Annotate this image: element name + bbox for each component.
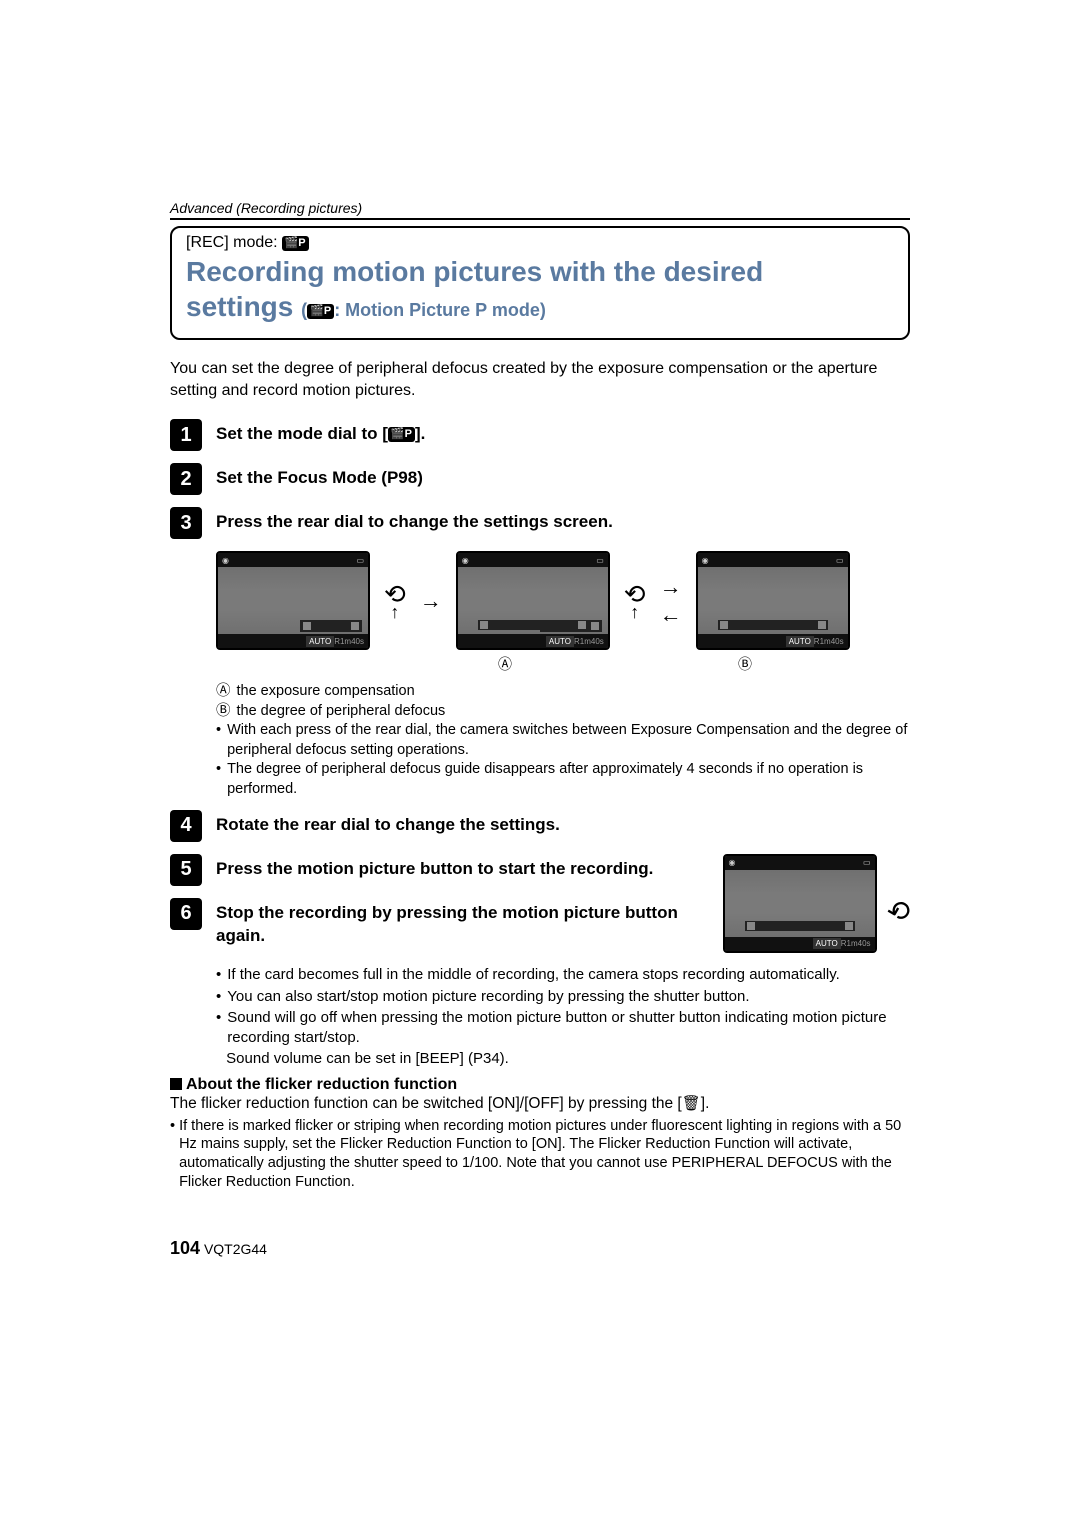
step-number: 6 [170, 898, 202, 930]
lcd-time: R1m40s [334, 637, 364, 646]
lcd-screen-recording: ◉▭ AUTOR1m40s [723, 854, 877, 953]
rec-mode-row: [REC] mode: 🎬P [186, 234, 894, 252]
step3-note-2: The degree of peripheral defocus guide d… [227, 760, 910, 799]
title-line1: Recording motion pictures with the desir… [186, 256, 763, 287]
step-4-text: Rotate the rear dial to change the setti… [216, 810, 560, 837]
letter-labels-row: Ⓐ Ⓑ [216, 654, 910, 674]
step-3-text: Press the rear dial to change the settin… [216, 507, 910, 534]
trash-icon: 🗑 [682, 1095, 701, 1112]
step-2: 2 Set the Focus Mode (P98) [170, 463, 910, 495]
lcd-time: R1m40s [814, 637, 844, 646]
step-4: 4 Rotate the rear dial to change the set… [170, 810, 910, 842]
lcd-top-bar: ◉▭ [725, 856, 875, 870]
title-sub: (🎬P: Motion Picture P mode) [301, 300, 546, 320]
flicker-note: • If there is marked flicker or striping… [170, 1117, 910, 1192]
section-header: Advanced (Recording pictures) [170, 200, 910, 220]
lcd-bottom-bar: AUTOR1m40s [698, 634, 848, 648]
spacer [216, 1049, 220, 1069]
title-box: [REC] mode: 🎬P Recording motion pictures… [170, 226, 910, 340]
step-5-text: Press the motion picture button to start… [216, 854, 653, 881]
bullet: • [216, 965, 221, 985]
rec-mode-label: [REC] mode: [186, 234, 278, 252]
lcd-bottom-bar: AUTOR1m40s [458, 634, 608, 648]
label-a-text: the exposure compensation [237, 682, 415, 702]
step-1-text: Set the mode dial to [🎬P]. [216, 419, 425, 446]
step1-text-a: Set the mode dial to [ [216, 424, 388, 443]
step-3: 3 Press the rear dial to change the sett… [170, 507, 910, 539]
movie-p-icon: 🎬P [388, 427, 415, 442]
dial-rotate-icon: ⟲ [883, 896, 913, 929]
arrow-right-icon: → [420, 588, 442, 614]
step-1: 1 Set the mode dial to [🎬P]. [170, 419, 910, 451]
movie-p-icon: 🎬P [307, 304, 334, 319]
lcd-top-bar: ◉▭ [458, 553, 608, 567]
step1-text-b: ]. [415, 424, 425, 443]
flicker-heading: About the flicker reduction function [170, 1076, 910, 1094]
defocus-slider [718, 620, 828, 630]
page-number: 104 [170, 1238, 200, 1258]
title-line2c: : Motion Picture P mode) [334, 300, 546, 320]
lcd-screen-3: ◉▭ AUTOR1m40s [696, 551, 850, 650]
flicker-heading-text: About the flicker reduction function [186, 1076, 457, 1093]
bullet: • [216, 760, 221, 799]
step6-notes: • If the card becomes full in the middle … [216, 965, 910, 1069]
step-number: 4 [170, 810, 202, 842]
step-5: 5 Press the motion picture button to sta… [170, 854, 709, 886]
movie-p-icon: 🎬P [282, 236, 309, 251]
step-number: 2 [170, 463, 202, 495]
lcd-top-bar: ◉▭ [698, 553, 848, 567]
lcd-time: R1m40s [841, 939, 871, 948]
bullet: • [216, 721, 221, 760]
flicker-note-text: If there is marked flicker or striping w… [179, 1117, 910, 1192]
intro-text: You can set the degree of peripheral def… [170, 358, 910, 401]
exposure-slider [300, 620, 362, 632]
dial-rotate-icon: ⟲ [624, 581, 646, 621]
label-a-marker: Ⓐ [496, 654, 514, 674]
lcd-bottom-bar: AUTOR1m40s [218, 634, 368, 648]
title-line2a: settings [186, 291, 293, 322]
dial-rotate-icon: ⟲ [384, 581, 406, 621]
flicker-text-b: ]. [701, 1095, 710, 1112]
step-2-text: Set the Focus Mode (P98) [216, 463, 423, 490]
step3-note-1: With each press of the rear dial, the ca… [227, 721, 910, 760]
recording-preview: ◉▭ AUTOR1m40s ⟲ [723, 854, 910, 953]
flicker-text-a: The flicker reduction function can be sw… [170, 1095, 682, 1112]
label-b-marker: Ⓑ [736, 654, 754, 674]
page-footer: 104 VQT2G44 [170, 1238, 910, 1259]
manual-page: Advanced (Recording pictures) [REC] mode… [0, 0, 1080, 1379]
step-number: 3 [170, 507, 202, 539]
step-5-6-wrap: 5 Press the motion picture button to sta… [170, 854, 910, 960]
defocus-slider [478, 620, 588, 630]
lcd-time: R1m40s [574, 637, 604, 646]
bullet: • [216, 987, 221, 1007]
square-bullet-icon [170, 1078, 182, 1090]
doc-code: VQT2G44 [204, 1241, 267, 1257]
step6-note-4: Sound volume can be set in [BEEP] (P34). [226, 1049, 910, 1069]
label-b-marker: Ⓑ [216, 702, 231, 722]
step6-note-2: You can also start/stop motion picture r… [227, 987, 910, 1007]
label-a-marker: Ⓐ [216, 682, 231, 702]
lcd-screen-2: ◉▭ AUTOR1m40s [456, 551, 610, 650]
lcd-bottom-bar: AUTOR1m40s [725, 937, 875, 951]
step6-note-3: Sound will go off when pressing the moti… [227, 1008, 910, 1049]
step-6-text: Stop the recording by pressing the motio… [216, 898, 709, 948]
bullet: • [170, 1117, 175, 1192]
flicker-text: The flicker reduction function can be sw… [170, 1094, 910, 1115]
step-6: 6 Stop the recording by pressing the mot… [170, 898, 709, 948]
lcd-screen-1: ◉▭ AUTOR1m40s [216, 551, 370, 650]
step-number: 1 [170, 419, 202, 451]
defocus-slider [745, 921, 855, 931]
label-b-text: the degree of peripheral defocus [237, 702, 446, 722]
step-number: 5 [170, 854, 202, 886]
lcd-sequence: ◉▭ AUTOR1m40s ⟲ → ◉▭ AUTOR1m40s ⟲ →← ◉▭ … [216, 551, 910, 650]
bullet: • [216, 1008, 221, 1049]
arrow-bidir-icon: →← [660, 574, 682, 628]
lcd-top-bar: ◉▭ [218, 553, 368, 567]
page-title: Recording motion pictures with the desir… [186, 254, 894, 324]
step6-note-1: If the card becomes full in the middle o… [227, 965, 910, 985]
step3-sublist: Ⓐthe exposure compensation Ⓑthe degree o… [216, 682, 910, 799]
